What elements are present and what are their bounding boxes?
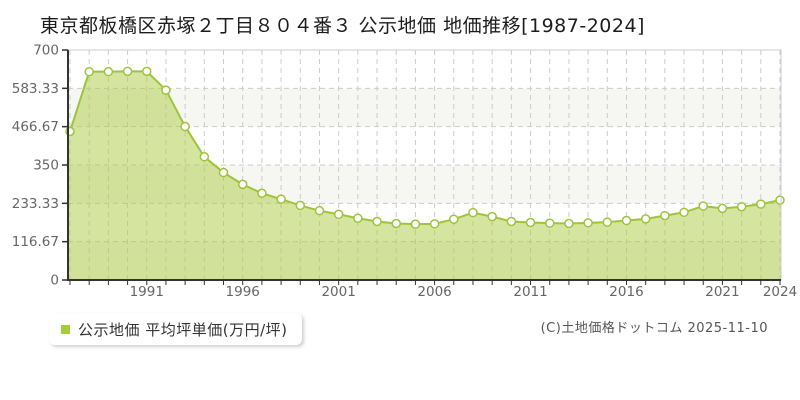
x-tick-label: 1991 [130, 284, 164, 300]
x-tick-label: 2006 [417, 284, 451, 300]
x-tick-label: 2001 [321, 284, 355, 300]
chart-data-points [65, 66, 785, 229]
price-trend-area-chart: 0 116.67 233.33 350 466.67 583.33 700 1991 1996 2… [12, 43, 797, 301]
y-tick-label: 700 [33, 43, 59, 59]
page-title: 東京都板橋区赤塚２丁目８０４番３ 公示地価 地価推移[1987-2024] [40, 15, 645, 37]
x-tick-label: 2011 [513, 284, 547, 300]
legend: 公示地価 平均坪単価(万円/坪) [49, 313, 302, 345]
x-tick-label: 2016 [609, 284, 643, 300]
y-tick-label: 583.33 [12, 81, 59, 97]
x-tick-label: 2024 [763, 284, 797, 300]
y-tick-label: 233.33 [12, 196, 59, 212]
chart-area-series [68, 70, 782, 280]
legend-label: 公示地価 平均坪単価(万円/坪) [78, 320, 288, 339]
legend-square-icon [61, 324, 70, 334]
y-tick-label: 116.67 [12, 234, 59, 250]
y-tick-label: 0 [50, 273, 59, 289]
land-price-chart: 0 116.67 233.33 350 466.67 583.33 700 1991 1996 2… [12, 43, 797, 301]
chart-axes [62, 49, 781, 285]
chart-axis-labels: 0 116.67 233.33 350 466.67 583.33 700 1991 1996 2… [12, 43, 797, 301]
x-tick-label: 2021 [705, 284, 739, 300]
x-tick-label: 1996 [226, 284, 260, 300]
y-tick-label: 466.67 [12, 119, 59, 135]
copyright-note: (C)土地価格ドットコム 2025-11-10 [540, 321, 768, 336]
y-tick-label: 350 [33, 158, 59, 174]
